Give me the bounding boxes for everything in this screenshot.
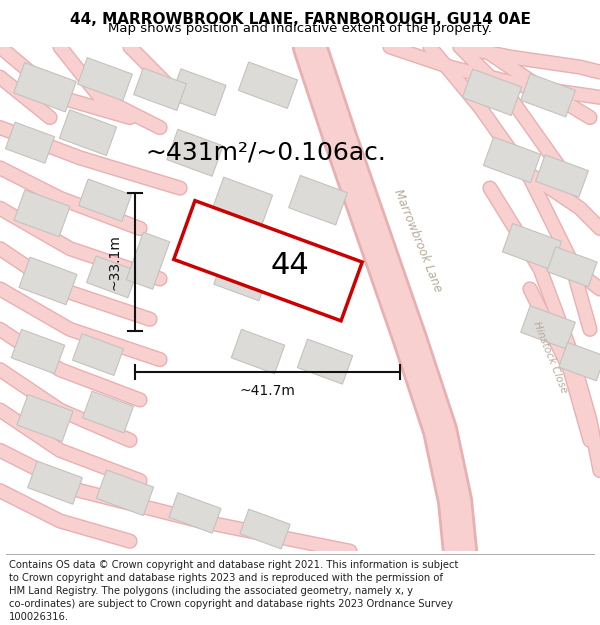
Polygon shape <box>547 247 597 287</box>
Polygon shape <box>521 74 575 117</box>
Polygon shape <box>126 232 170 289</box>
Text: 44, MARROWBROOK LANE, FARNBOROUGH, GU14 0AE: 44, MARROWBROOK LANE, FARNBOROUGH, GU14 … <box>70 12 530 27</box>
Polygon shape <box>5 122 55 163</box>
Polygon shape <box>536 155 589 198</box>
Polygon shape <box>298 339 353 384</box>
Text: ~431m²/~0.106ac.: ~431m²/~0.106ac. <box>145 141 386 165</box>
Text: Marrowbrook Lane: Marrowbrook Lane <box>391 187 445 294</box>
Polygon shape <box>79 179 131 221</box>
Text: Hinstock Close: Hinstock Close <box>531 320 569 395</box>
Polygon shape <box>28 461 82 504</box>
Text: Map shows position and indicative extent of the property.: Map shows position and indicative extent… <box>108 22 492 35</box>
Polygon shape <box>19 257 77 305</box>
Polygon shape <box>169 492 221 533</box>
Polygon shape <box>11 329 65 374</box>
Polygon shape <box>238 62 298 108</box>
Polygon shape <box>73 334 124 376</box>
Polygon shape <box>281 257 339 305</box>
Text: 100026316.: 100026316. <box>9 612 69 622</box>
Polygon shape <box>17 394 73 441</box>
Text: ~33.1m: ~33.1m <box>108 234 122 290</box>
Polygon shape <box>97 470 154 516</box>
Polygon shape <box>521 306 575 349</box>
Polygon shape <box>214 253 270 301</box>
Polygon shape <box>14 62 76 112</box>
Polygon shape <box>174 201 362 321</box>
Polygon shape <box>59 110 116 156</box>
Polygon shape <box>83 391 133 433</box>
Polygon shape <box>231 329 285 374</box>
Polygon shape <box>134 68 187 111</box>
Polygon shape <box>167 129 223 176</box>
Polygon shape <box>484 137 541 182</box>
Polygon shape <box>14 190 70 237</box>
Polygon shape <box>463 69 521 116</box>
Text: 44: 44 <box>271 251 310 280</box>
Polygon shape <box>86 256 137 298</box>
Polygon shape <box>77 58 133 101</box>
Text: Contains OS data © Crown copyright and database right 2021. This information is : Contains OS data © Crown copyright and d… <box>9 560 458 570</box>
Polygon shape <box>559 342 600 381</box>
Polygon shape <box>502 223 562 270</box>
Polygon shape <box>289 176 347 225</box>
Text: co-ordinates) are subject to Crown copyright and database rights 2023 Ordnance S: co-ordinates) are subject to Crown copyr… <box>9 599 453 609</box>
Polygon shape <box>211 177 272 229</box>
Polygon shape <box>170 69 226 116</box>
Text: HM Land Registry. The polygons (including the associated geometry, namely x, y: HM Land Registry. The polygons (includin… <box>9 586 413 596</box>
Text: ~41.7m: ~41.7m <box>239 384 295 398</box>
Text: to Crown copyright and database rights 2023 and is reproduced with the permissio: to Crown copyright and database rights 2… <box>9 573 443 583</box>
Polygon shape <box>240 509 290 549</box>
